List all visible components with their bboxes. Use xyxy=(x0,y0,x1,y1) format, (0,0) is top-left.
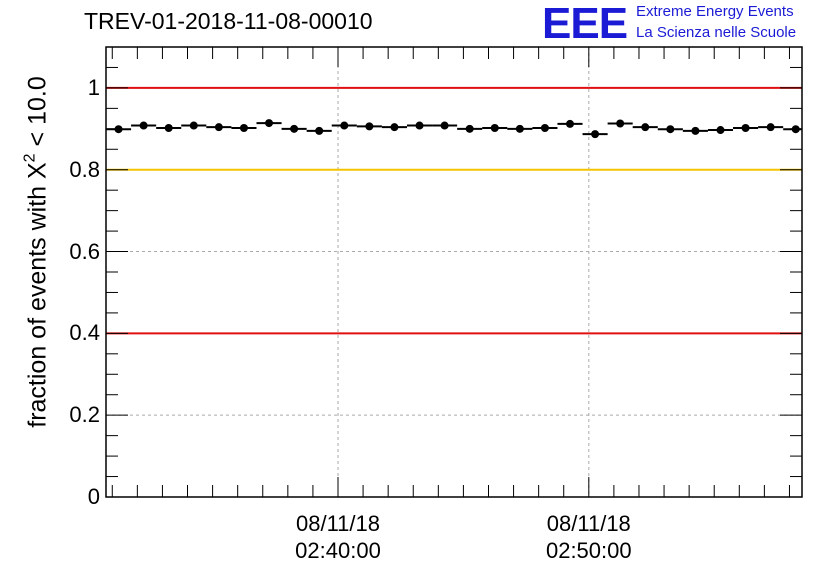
x-tick-date: 08/11/18 xyxy=(295,511,380,536)
chart-title: TREV-01-2018-11-08-00010 xyxy=(84,8,373,34)
x-tick-time: 02:40:00 xyxy=(295,538,381,563)
logo-line-2: La Scienza nelle Scuole xyxy=(636,24,797,41)
data-point-17 xyxy=(540,124,549,132)
eee-logo-mark: EEE xyxy=(542,0,628,48)
x-tick-time: 02:50:00 xyxy=(545,538,632,563)
data-point-12 xyxy=(415,121,424,130)
y-tick-label-0: 0 xyxy=(87,484,100,509)
data-point-15 xyxy=(490,124,499,132)
x-tick-date: 08/11/18 xyxy=(546,511,631,536)
data-point-19 xyxy=(591,130,600,139)
plot-frame xyxy=(105,46,803,498)
data-point-13 xyxy=(440,121,449,130)
data-point-3 xyxy=(189,121,198,130)
data-point-21 xyxy=(641,123,650,132)
y-tick-label-4: 0.8 xyxy=(69,156,100,182)
data-point-4 xyxy=(214,123,223,132)
data-point-24 xyxy=(716,126,725,135)
axes-frame xyxy=(105,46,803,498)
data-point-6 xyxy=(265,119,274,128)
data-point-22 xyxy=(666,125,675,134)
x-tick-label-1: 08/11/18 02:50:00 xyxy=(519,510,659,564)
grid-lines xyxy=(106,47,802,497)
data-point-14 xyxy=(465,124,474,133)
data-point-0 xyxy=(114,125,123,134)
logo-line-1: Extreme Energy Events xyxy=(636,3,794,20)
data-point-16 xyxy=(515,124,524,133)
data-points xyxy=(106,119,802,139)
data-point-2 xyxy=(164,124,173,132)
data-point-9 xyxy=(340,121,349,130)
data-point-26 xyxy=(766,123,775,132)
y-tick-label-1: 0.2 xyxy=(69,402,100,428)
y-axis-label-prefix: fraction of events with xyxy=(23,179,52,428)
reference-lines xyxy=(106,86,802,335)
data-point-8 xyxy=(315,126,324,135)
data-point-11 xyxy=(390,123,399,132)
data-point-5 xyxy=(239,124,248,132)
data-point-10 xyxy=(365,122,374,131)
x-tick-label-0: 08/11/18 02:40:00 xyxy=(268,510,408,564)
data-point-25 xyxy=(741,124,750,132)
data-point-20 xyxy=(616,119,625,128)
data-point-18 xyxy=(566,119,574,128)
y-tick-label-3: 0.6 xyxy=(69,238,100,264)
y-tick-label-5: 1 xyxy=(87,74,100,100)
data-point-1 xyxy=(139,121,148,130)
data-point-7 xyxy=(290,124,299,133)
data-point-23 xyxy=(691,126,700,135)
y-tick-label-2: 0.4 xyxy=(69,320,100,346)
